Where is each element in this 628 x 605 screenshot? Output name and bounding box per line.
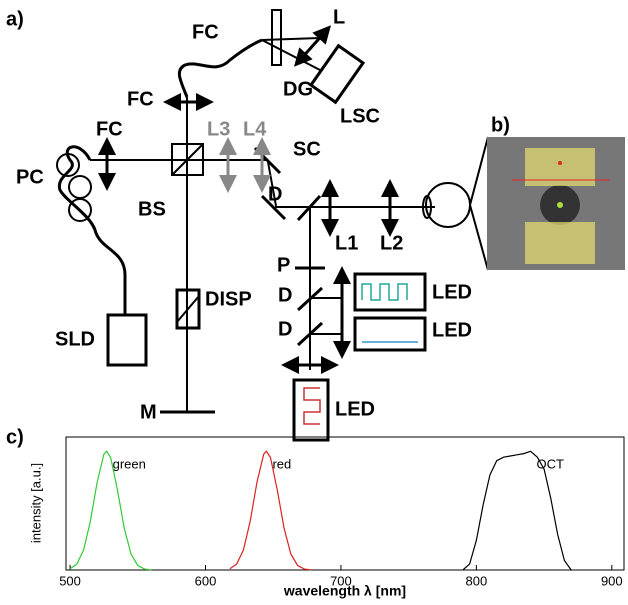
component-label: D [278, 318, 292, 340]
component-label: SC [293, 138, 321, 160]
component-label: L4 [243, 118, 267, 140]
plot-frame [65, 436, 625, 571]
component-label: L [333, 6, 345, 28]
optical-layout [56, 9, 625, 442]
spectrum-line [69, 450, 152, 571]
component-label: DISP [205, 288, 252, 310]
component-label: LSC [340, 105, 380, 127]
component-label: D [278, 284, 292, 306]
x-tick-label: 800 [466, 573, 488, 588]
component-label: M [140, 401, 157, 423]
spectrum-line [462, 450, 572, 571]
component-label: FC [127, 88, 154, 110]
x-tick-label: 500 [59, 573, 81, 588]
component-label: L1 [335, 232, 358, 254]
component-label: BS [138, 198, 166, 220]
component-label: LED [432, 319, 472, 341]
x-axis-label: wavelength λ [nm] [283, 583, 406, 599]
x-tick-label: 600 [195, 573, 217, 588]
series-label: OCT [537, 457, 565, 472]
component-label: LED [335, 398, 375, 420]
component-label: L3 [207, 118, 230, 140]
component-label: D [268, 183, 282, 205]
panel-label: a) [6, 8, 24, 30]
panel-label: c) [6, 426, 24, 448]
component-labels: FC L DG LSC FC FC L3 L4 SC PC BS D L1 L2… [16, 6, 472, 423]
component-label: P [277, 254, 290, 276]
x-tick-label: 900 [601, 573, 623, 588]
series-label: red [272, 457, 291, 472]
y-axis-label: intensity [a.u.] [28, 463, 43, 543]
spectrum-line [229, 450, 312, 571]
component-label: FC [192, 21, 219, 43]
x-tick-label: 700 [330, 573, 352, 588]
panel-label: b) [491, 114, 510, 136]
component-label: SLD [55, 328, 95, 350]
component-label: L2 [380, 232, 403, 254]
component-label: PC [16, 166, 44, 188]
component-label: LED [432, 281, 472, 303]
component-label: DG [283, 78, 313, 100]
component-label: FC [96, 118, 123, 140]
series-label: green [113, 457, 146, 472]
